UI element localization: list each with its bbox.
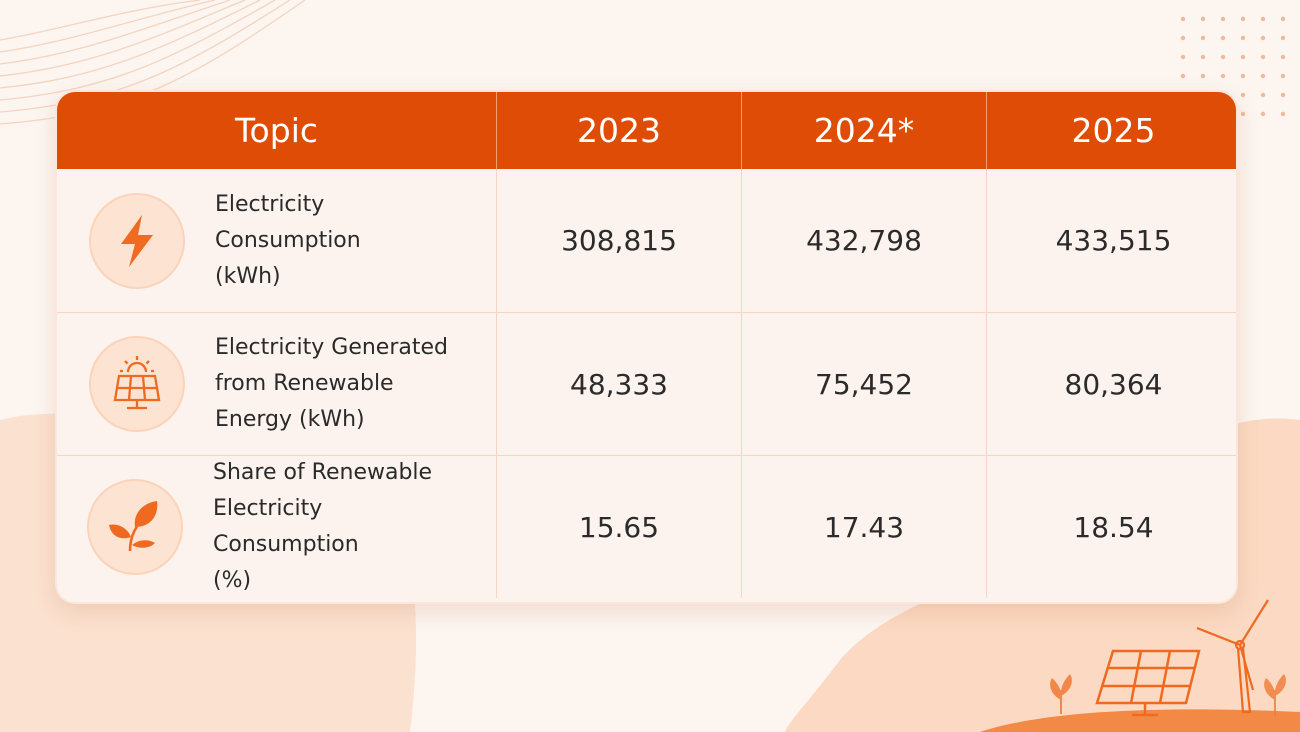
value-cell-2025: 433,515 (986, 169, 1236, 312)
topic-line: Electricity Consumption (213, 496, 359, 557)
topic-line: Share of Renewable (213, 460, 433, 485)
hill-shape (980, 709, 1300, 732)
plant-left-decoration (1050, 674, 1072, 714)
value-cell-2023: 308,815 (496, 169, 741, 312)
value-cell-2025: 80,364 (986, 312, 1236, 455)
topic-cell: Electricity Generated from Renewable Ene… (57, 312, 496, 455)
value-cell-2024: 432,798 (741, 169, 986, 312)
wave-lines-decoration (0, 0, 306, 125)
header-2023: 2023 (496, 92, 741, 169)
topic-line: (kWh) (215, 263, 281, 289)
topic-line: Electricity Generated (215, 335, 448, 360)
topic-line: (%) (213, 568, 252, 593)
table-row: Share of Renewable Electricity Consumpti… (57, 455, 1236, 598)
plant-right-decoration (1264, 674, 1286, 716)
table-header-row: Topic 2023 2024* 2025 (57, 92, 1236, 169)
topic-line: from Renewable (215, 371, 394, 396)
topic-cell: Share of Renewable Electricity Consumpti… (57, 455, 496, 598)
header-2025: 2025 (986, 92, 1236, 169)
wind-turbine-decoration (1196, 599, 1269, 714)
topic-cell: Electricity Consumption (kWh) (57, 169, 496, 312)
topic-label: Electricity Consumption (kWh) (215, 187, 465, 295)
dot-grid-decoration (1180, 16, 1286, 117)
topic-line: Energy (kWh) (215, 407, 365, 432)
solar-panel-icon (89, 336, 185, 432)
value-cell-2025: 18.54 (986, 455, 1236, 598)
value-cell-2023: 15.65 (496, 455, 741, 598)
lightning-icon (89, 192, 185, 289)
topic-label: Share of Renewable Electricity Consumpti… (213, 455, 473, 599)
value-cell-2023: 48,333 (496, 312, 741, 455)
data-table-card: Topic 2023 2024* 2025 Electricity Consum… (55, 90, 1238, 604)
value-cell-2024: 17.43 (741, 455, 986, 598)
topic-line: Electricity Consumption (215, 191, 361, 253)
table-row: Electricity Generated from Renewable Ene… (57, 312, 1236, 455)
solar-panel-decoration (1095, 649, 1201, 717)
value-cell-2024: 75,452 (741, 312, 986, 455)
leaf-icon (87, 479, 183, 575)
header-2024: 2024* (741, 92, 986, 169)
header-topic: Topic (57, 92, 496, 169)
topic-label: Electricity Generated from Renewable Ene… (215, 330, 465, 438)
table-row: Electricity Consumption (kWh) 308,815 43… (57, 169, 1236, 312)
